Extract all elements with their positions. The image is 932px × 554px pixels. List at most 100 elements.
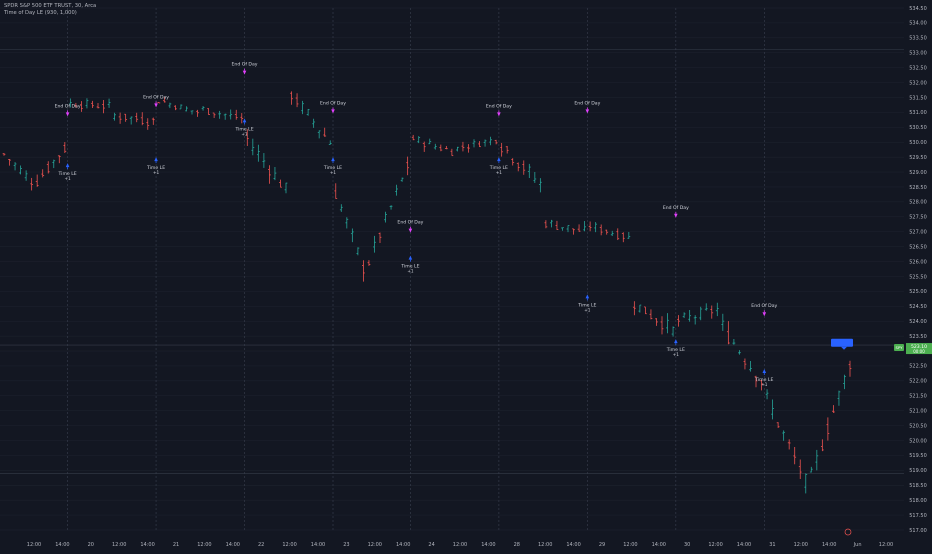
ohlc-bar [472, 139, 476, 148]
ohlc-bar [544, 220, 548, 229]
ohlc-bar [843, 374, 846, 390]
price-tick-label: 532.50 [909, 65, 927, 71]
ohlc-bar [384, 211, 387, 223]
signal-21: End Of Day Time LE+1 [143, 94, 169, 175]
symbol-legend-line[interactable]: SPDR S&P 500 ETF TRUST, 30, Arca [4, 3, 97, 9]
last-price-box [906, 343, 932, 355]
ohlc-bar [776, 422, 780, 428]
time-tick-label: Jun [853, 542, 862, 548]
time-axis[interactable]: 12:00 14:00 20 12:00 14:00 21 12:00 14:00 22 12:0… [27, 528, 893, 548]
price-tick-label: 522.50 [909, 364, 927, 370]
ohlc-bar [63, 142, 67, 154]
time-tick-label: 14:00 [652, 542, 666, 548]
ohlc-bar [588, 221, 592, 232]
ohlc-bar [279, 179, 282, 188]
ohlc-bar [538, 178, 542, 193]
price-tick-label: 534.50 [909, 6, 927, 12]
indicator-legend-line[interactable]: Time of Day LE (930, 1,000) [4, 10, 77, 16]
time-tick-label: 14:00 [481, 542, 495, 548]
ohlc-bar [483, 139, 487, 147]
price-tick-label: 519.00 [909, 468, 927, 474]
price-tick-label: 521.00 [909, 408, 927, 414]
price-tick-label: 524.50 [909, 304, 927, 310]
ohlc-bar [2, 153, 6, 156]
entry-signal-label: Time LE [400, 264, 419, 270]
price-tick-label: 523.50 [909, 334, 927, 340]
ohlc-bar [726, 321, 730, 345]
ohlc-bar [46, 161, 50, 174]
entry-signal-qty: +1 [241, 131, 248, 136]
price-tick-label: 524.00 [909, 319, 927, 325]
ohlc-bar [223, 113, 227, 120]
ohlc-bar [771, 399, 774, 420]
ohlc-bar [52, 159, 56, 169]
entry-signal-qty: +1 [673, 352, 680, 357]
ohlc-bar [312, 118, 316, 128]
entry-signal-qty: +1 [761, 382, 768, 387]
time-tick-label: 28 [514, 542, 520, 548]
ohlc-bar [345, 217, 349, 229]
price-tick-label: 526.00 [909, 259, 927, 265]
ohlc-bar [666, 313, 669, 334]
ohlc-bar [627, 231, 631, 239]
exit-arrow-icon [331, 109, 335, 114]
entry-signal-label: Time LE [234, 126, 253, 132]
exit-arrow-icon [674, 213, 678, 218]
ohlc-bar [201, 106, 205, 111]
ohlc-bar [151, 117, 155, 125]
ohlc-bar [715, 302, 719, 317]
price-tick-label: 526.50 [909, 244, 927, 250]
ohlc-bar [185, 106, 188, 112]
ohlc-bar [704, 303, 708, 311]
ohlc-bar [400, 177, 404, 182]
signal-22: End Of Day Time LE+1 [232, 62, 258, 137]
entry-arrow-icon [65, 163, 70, 168]
ohlc-bar [129, 116, 133, 125]
ohlc-bar [306, 108, 310, 116]
ohlc-bar [378, 232, 382, 243]
ohlc-bar [494, 139, 498, 145]
ohlc-bar [240, 113, 244, 124]
price-tick-label: 522.00 [909, 379, 927, 385]
entry-arrow-icon [585, 294, 590, 299]
ohlc-bar [19, 165, 22, 175]
time-tick-label: 14:00 [140, 542, 154, 548]
price-tick-label: 528.50 [909, 185, 927, 191]
signal-30: End Of Day Time LE+1 [663, 205, 689, 357]
ohlc-bar [207, 108, 210, 115]
ohlc-bar [644, 306, 647, 315]
price-tick-label: 517.50 [909, 513, 927, 519]
ohlc-bar [140, 112, 144, 126]
price-tick-label: 529.50 [909, 155, 927, 161]
ohlc-bar [162, 96, 166, 103]
ohlc-bar [74, 102, 78, 108]
ohlc-bar [229, 109, 233, 120]
ohlc-bar [809, 466, 813, 473]
signal-24: End Of Day Time LE+1 [397, 220, 423, 274]
time-tick-label: 24 [428, 542, 434, 548]
ohlc-bar [439, 144, 443, 152]
horizontal-lines [0, 49, 904, 474]
ohlc-bar [522, 160, 526, 175]
time-tick-label: 29 [599, 542, 605, 548]
time-tick-label: 30 [684, 542, 690, 548]
ohlc-bar [190, 110, 194, 115]
entry-signal-qty: +1 [407, 269, 414, 274]
price-tick-label: 527.00 [909, 230, 927, 236]
ohlc-bar [174, 105, 177, 111]
ohlc-bar [356, 247, 360, 256]
last-price-value: 523.10 [911, 344, 927, 350]
ohlc-bar [107, 98, 111, 108]
ohlc-bar [760, 379, 763, 391]
ohlc-bar [367, 260, 371, 266]
exit-signal-label: End Of Day [663, 205, 689, 211]
ohlc-bar [832, 405, 835, 413]
ohlc-bar [754, 375, 758, 388]
ohlc-bar [268, 165, 271, 184]
ohlc-bar [433, 143, 437, 150]
time-tick-label: 22 [258, 542, 264, 548]
price-axis[interactable]: 534.50 534.00 533.50 533.00 532.50 532.00 531.… [894, 6, 932, 534]
